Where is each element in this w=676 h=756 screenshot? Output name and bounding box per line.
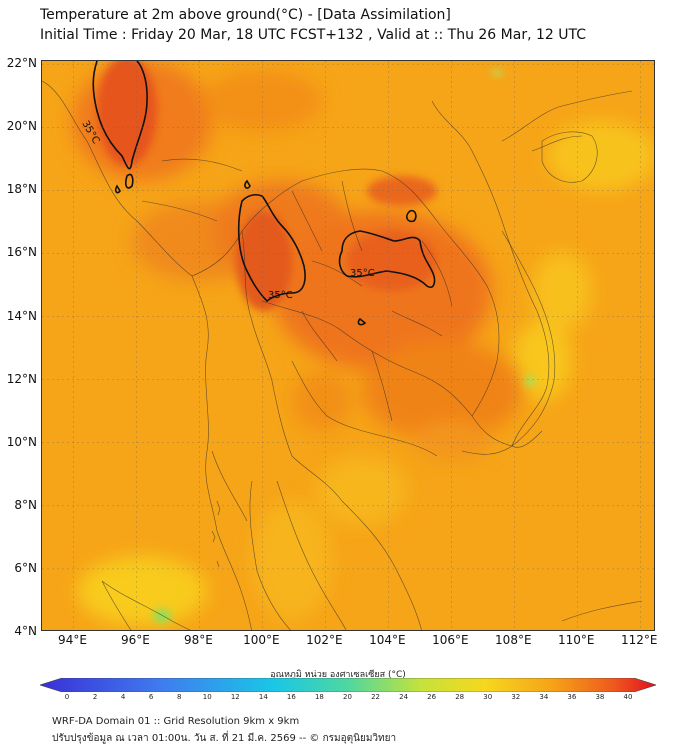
colorbar-title: อุณหภูมิ หน่วย องศาเซลเซียส (°C) — [270, 670, 406, 680]
colorbar-tick-label: 0 — [64, 693, 70, 701]
footer-domain-info: WRF-DA Domain 01 :: Grid Resolution 9km … — [52, 716, 300, 727]
colorbar-tick-label: 12 — [230, 693, 240, 701]
cool-zones — [77, 121, 654, 626]
colorbar-tick-label: 34 — [539, 693, 549, 701]
hot-zones — [97, 61, 437, 311]
colorbar-tick-label: 10 — [202, 693, 212, 701]
lon-tick-label: 110°E — [558, 633, 595, 647]
colorbar-tick-label: 18 — [314, 693, 324, 701]
colorbar-tick-label: 8 — [176, 693, 182, 701]
lon-tick-label: 108°E — [495, 633, 532, 647]
lat-tick-label: 6°N — [14, 560, 37, 575]
temperature-map: 35°C 35°C 35°C — [41, 60, 655, 631]
colorbar-tick-label: 30 — [483, 693, 493, 701]
colorbar-tick-label: 22 — [371, 693, 381, 701]
footer-update-info: ปรับปรุงข้อมูล ณ เวลา 01:00น. วัน ส. ที่… — [52, 733, 397, 744]
colorbar-tick-label: 20 — [343, 693, 352, 701]
lon-tick-label: 104°E — [369, 633, 406, 647]
contour-thailand-northeast — [338, 230, 436, 289]
lon-tick-label: 100°E — [243, 633, 280, 647]
colorbar — [40, 678, 656, 692]
colorbar-tick-label: 26 — [427, 693, 437, 701]
contour-label: 35°C — [268, 290, 293, 301]
colorbar-tick-label: 4 — [120, 693, 126, 701]
colorbar-tick-label: 40 — [623, 693, 633, 701]
colorbar-tick-label: 38 — [595, 693, 605, 701]
colorbar-tick-label: 32 — [511, 693, 521, 701]
colorbar-tick-label: 14 — [258, 693, 268, 701]
map-canvas: 35°C 35°C 35°C — [42, 61, 654, 630]
contour-myanmar — [92, 61, 148, 170]
colorbar-tick-label: 24 — [399, 693, 409, 701]
colorbar-tick-label: 6 — [148, 693, 154, 701]
lon-tick-label: 106°E — [432, 633, 469, 647]
lat-tick-label: 4°N — [14, 624, 37, 638]
colorbar-tick-label: 2 — [92, 693, 98, 701]
graticule — [42, 61, 654, 630]
chart-title-line1: Temperature at 2m above ground(°C) - [Da… — [40, 7, 451, 23]
lat-tick-label: 16°N — [6, 245, 37, 260]
lat-tick-label: 22°N — [6, 56, 37, 71]
lon-tick-label: 98°E — [183, 633, 213, 647]
colorbar-tick-label: 28 — [455, 693, 465, 701]
lat-tick-label: 20°N — [6, 119, 37, 134]
lat-tick-label: 12°N — [6, 371, 37, 386]
lat-tick-label: 18°N — [6, 182, 37, 197]
lon-tick-label: 96°E — [121, 633, 150, 647]
lat-tick-label: 10°N — [6, 434, 37, 449]
lon-tick-label: 94°E — [58, 633, 87, 647]
contour-thailand-central — [237, 194, 306, 303]
chart-title-line2: Initial Time : Friday 20 Mar, 18 UTC FCS… — [40, 27, 586, 43]
lon-tick-label: 112°E — [621, 633, 658, 647]
lat-tick-label: 8°N — [14, 497, 37, 512]
contour-35c — [92, 61, 436, 326]
colorbar-tick-label: 16 — [286, 693, 296, 701]
colorbar-tick-label: 36 — [567, 693, 577, 701]
lon-tick-label: 102°E — [306, 633, 343, 647]
lat-tick-label: 14°N — [6, 308, 37, 323]
contour-label: 35°C — [350, 268, 375, 279]
